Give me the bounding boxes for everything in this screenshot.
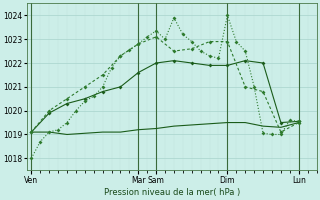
X-axis label: Pression niveau de la mer( hPa ): Pression niveau de la mer( hPa ) xyxy=(104,188,240,197)
